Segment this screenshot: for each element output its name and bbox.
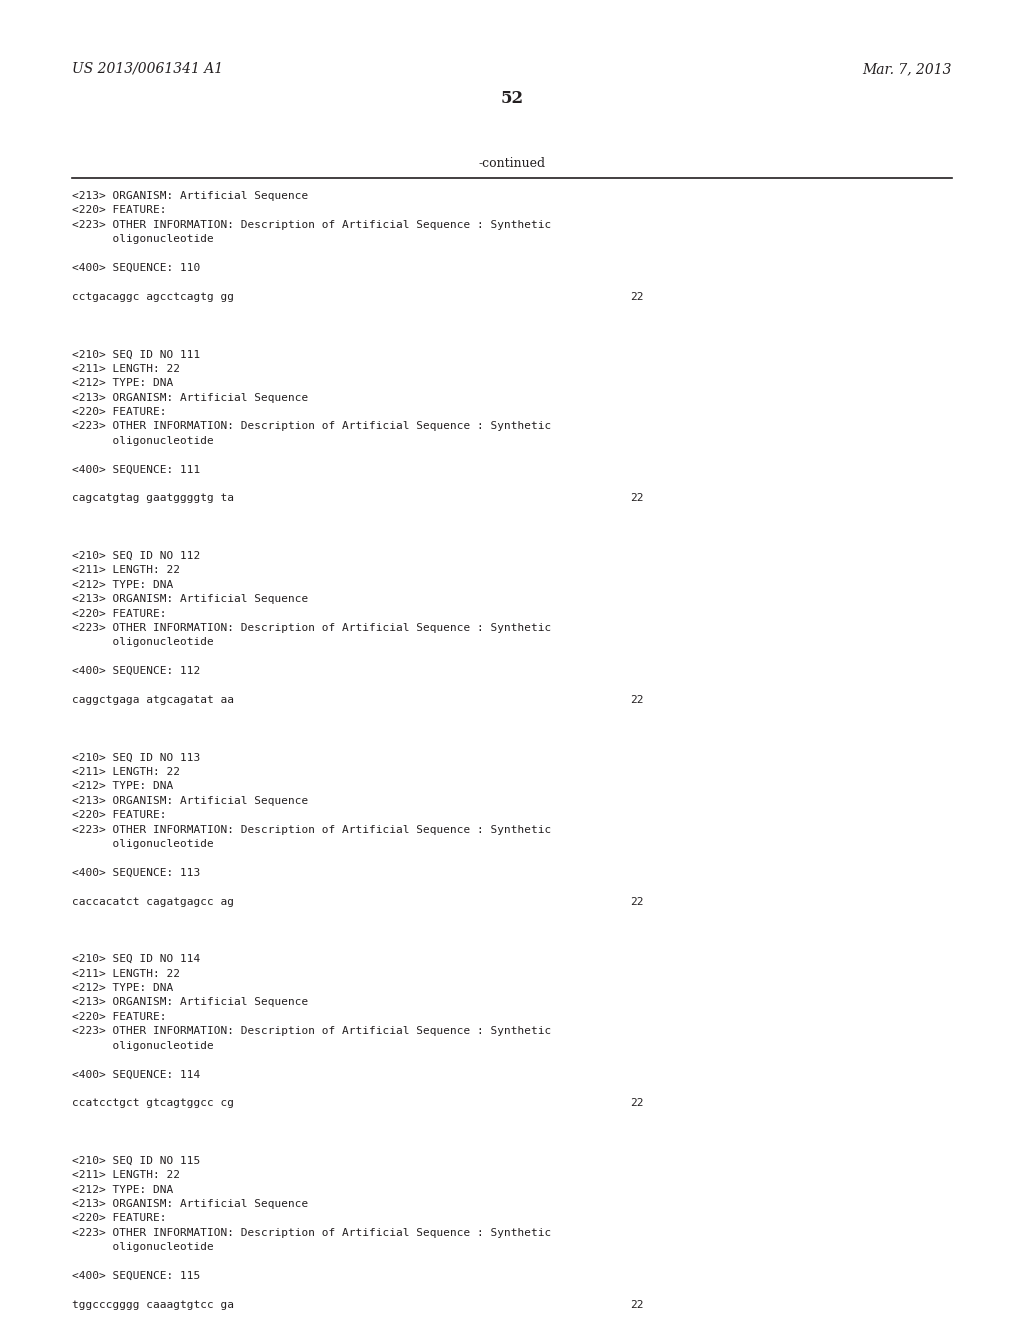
Text: <210> SEQ ID NO 114: <210> SEQ ID NO 114	[72, 954, 201, 964]
Text: <211> LENGTH: 22: <211> LENGTH: 22	[72, 969, 180, 978]
Text: <223> OTHER INFORMATION: Description of Artificial Sequence : Synthetic: <223> OTHER INFORMATION: Description of …	[72, 825, 551, 834]
Text: -continued: -continued	[478, 157, 546, 170]
Text: oligonucleotide: oligonucleotide	[72, 840, 214, 849]
Text: <210> SEQ ID NO 111: <210> SEQ ID NO 111	[72, 350, 201, 359]
Text: 22: 22	[630, 1098, 643, 1109]
Text: <212> TYPE: DNA: <212> TYPE: DNA	[72, 579, 173, 590]
Text: <400> SEQUENCE: 110: <400> SEQUENCE: 110	[72, 263, 201, 273]
Text: <400> SEQUENCE: 114: <400> SEQUENCE: 114	[72, 1069, 201, 1080]
Text: Mar. 7, 2013: Mar. 7, 2013	[862, 62, 952, 77]
Text: <212> TYPE: DNA: <212> TYPE: DNA	[72, 379, 173, 388]
Text: 22: 22	[630, 1300, 643, 1309]
Text: <400> SEQUENCE: 111: <400> SEQUENCE: 111	[72, 465, 201, 475]
Text: <213> ORGANISM: Artificial Sequence: <213> ORGANISM: Artificial Sequence	[72, 1199, 308, 1209]
Text: <220> FEATURE:: <220> FEATURE:	[72, 407, 167, 417]
Text: cagcatgtag gaatggggtg ta: cagcatgtag gaatggggtg ta	[72, 494, 234, 503]
Text: <400> SEQUENCE: 115: <400> SEQUENCE: 115	[72, 1271, 201, 1280]
Text: 22: 22	[630, 896, 643, 907]
Text: <400> SEQUENCE: 112: <400> SEQUENCE: 112	[72, 667, 201, 676]
Text: <210> SEQ ID NO 113: <210> SEQ ID NO 113	[72, 752, 201, 763]
Text: <211> LENGTH: 22: <211> LENGTH: 22	[72, 364, 180, 374]
Text: <223> OTHER INFORMATION: Description of Artificial Sequence : Synthetic: <223> OTHER INFORMATION: Description of …	[72, 623, 551, 634]
Text: oligonucleotide: oligonucleotide	[72, 638, 214, 647]
Text: <400> SEQUENCE: 113: <400> SEQUENCE: 113	[72, 867, 201, 878]
Text: oligonucleotide: oligonucleotide	[72, 1242, 214, 1253]
Text: <223> OTHER INFORMATION: Description of Artificial Sequence : Synthetic: <223> OTHER INFORMATION: Description of …	[72, 220, 551, 230]
Text: <223> OTHER INFORMATION: Description of Artificial Sequence : Synthetic: <223> OTHER INFORMATION: Description of …	[72, 1228, 551, 1238]
Text: oligonucleotide: oligonucleotide	[72, 234, 214, 244]
Text: <213> ORGANISM: Artificial Sequence: <213> ORGANISM: Artificial Sequence	[72, 594, 308, 605]
Text: <211> LENGTH: 22: <211> LENGTH: 22	[72, 565, 180, 576]
Text: <223> OTHER INFORMATION: Description of Artificial Sequence : Synthetic: <223> OTHER INFORMATION: Description of …	[72, 1026, 551, 1036]
Text: caccacatct cagatgagcc ag: caccacatct cagatgagcc ag	[72, 896, 234, 907]
Text: caggctgaga atgcagatat aa: caggctgaga atgcagatat aa	[72, 696, 234, 705]
Text: 22: 22	[630, 696, 643, 705]
Text: <213> ORGANISM: Artificial Sequence: <213> ORGANISM: Artificial Sequence	[72, 796, 308, 805]
Text: <210> SEQ ID NO 115: <210> SEQ ID NO 115	[72, 1156, 201, 1166]
Text: <220> FEATURE:: <220> FEATURE:	[72, 206, 167, 215]
Text: 22: 22	[630, 494, 643, 503]
Text: tggcccgggg caaagtgtcc ga: tggcccgggg caaagtgtcc ga	[72, 1300, 234, 1309]
Text: <213> ORGANISM: Artificial Sequence: <213> ORGANISM: Artificial Sequence	[72, 998, 308, 1007]
Text: <220> FEATURE:: <220> FEATURE:	[72, 609, 167, 619]
Text: cctgacaggc agcctcagtg gg: cctgacaggc agcctcagtg gg	[72, 292, 234, 302]
Text: ccatcctgct gtcagtggcc cg: ccatcctgct gtcagtggcc cg	[72, 1098, 234, 1109]
Text: <212> TYPE: DNA: <212> TYPE: DNA	[72, 983, 173, 993]
Text: 22: 22	[630, 292, 643, 302]
Text: <220> FEATURE:: <220> FEATURE:	[72, 810, 167, 820]
Text: <212> TYPE: DNA: <212> TYPE: DNA	[72, 781, 173, 792]
Text: <212> TYPE: DNA: <212> TYPE: DNA	[72, 1184, 173, 1195]
Text: <210> SEQ ID NO 112: <210> SEQ ID NO 112	[72, 550, 201, 561]
Text: oligonucleotide: oligonucleotide	[72, 436, 214, 446]
Text: oligonucleotide: oligonucleotide	[72, 1040, 214, 1051]
Text: <220> FEATURE:: <220> FEATURE:	[72, 1012, 167, 1022]
Text: <213> ORGANISM: Artificial Sequence: <213> ORGANISM: Artificial Sequence	[72, 191, 308, 201]
Text: US 2013/0061341 A1: US 2013/0061341 A1	[72, 62, 223, 77]
Text: <223> OTHER INFORMATION: Description of Artificial Sequence : Synthetic: <223> OTHER INFORMATION: Description of …	[72, 421, 551, 432]
Text: <211> LENGTH: 22: <211> LENGTH: 22	[72, 767, 180, 777]
Text: <211> LENGTH: 22: <211> LENGTH: 22	[72, 1171, 180, 1180]
Text: 52: 52	[501, 90, 523, 107]
Text: <213> ORGANISM: Artificial Sequence: <213> ORGANISM: Artificial Sequence	[72, 392, 308, 403]
Text: <220> FEATURE:: <220> FEATURE:	[72, 1213, 167, 1224]
